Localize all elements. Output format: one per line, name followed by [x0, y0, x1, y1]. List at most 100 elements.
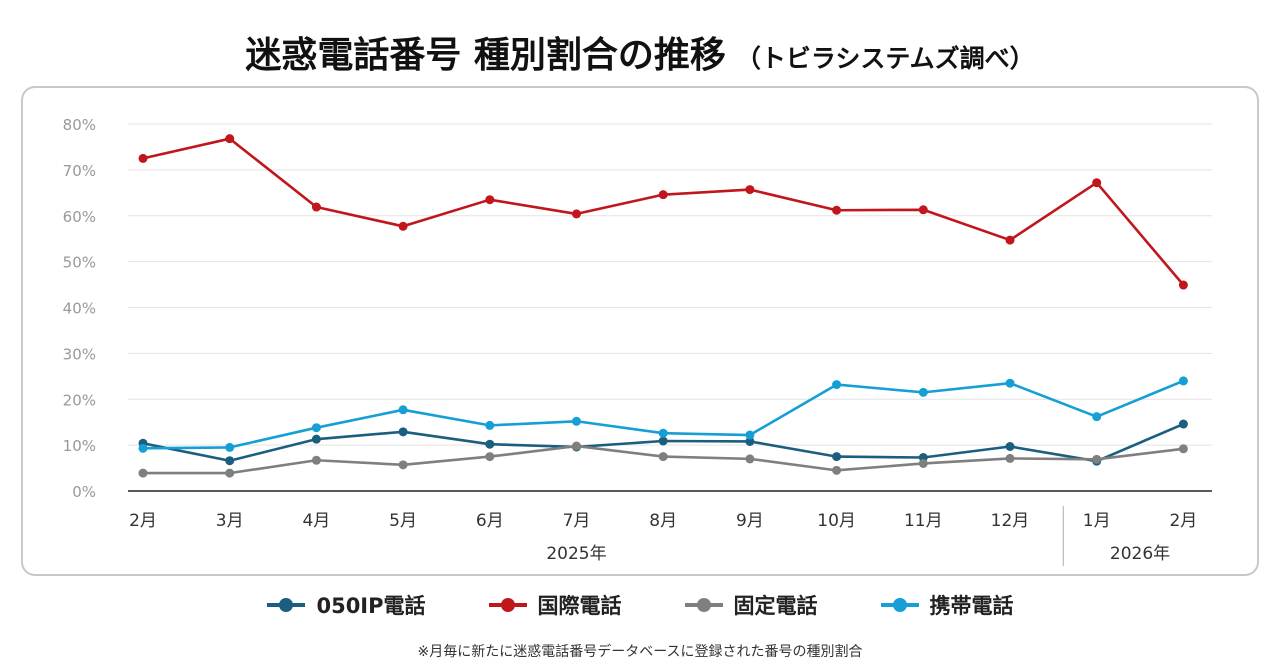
- y-tick-label: 30%: [63, 345, 96, 363]
- data-point: [1178, 419, 1188, 429]
- data-point: [832, 452, 842, 462]
- data-point: [745, 185, 755, 195]
- y-tick-label: 40%: [63, 300, 96, 318]
- x-tick-label: 2月: [129, 511, 157, 531]
- data-point: [658, 436, 668, 446]
- data-point: [225, 442, 235, 452]
- data-point: [485, 195, 495, 205]
- data-point: [918, 205, 928, 215]
- y-tick-label: 20%: [63, 391, 96, 409]
- footnote: ※月毎に新たに迷惑電話番号データベースに登録された番号の種別割合: [417, 644, 863, 660]
- chart-legend: 050IP電話 国際電話 固定電話 携帯電話: [0, 588, 1280, 622]
- x-tick-label: 3月: [216, 511, 244, 531]
- data-point: [138, 153, 148, 163]
- data-point: [745, 436, 755, 446]
- data-point: [918, 387, 928, 397]
- chart-title: 迷惑電話番号 種別割合の推移 （トビラシステムズ調べ）: [0, 26, 1280, 78]
- x-tick-label: 5月: [389, 511, 417, 531]
- year-group-label: 2026年: [1110, 544, 1170, 564]
- legend-label: 050IP電話: [316, 594, 426, 618]
- y-tick-label: 70%: [63, 162, 96, 180]
- x-tick-label: 7月: [563, 511, 591, 531]
- series-携帯電話: [138, 376, 1188, 453]
- data-point: [311, 434, 321, 444]
- data-point: [225, 468, 235, 478]
- legend-item: 固定電話: [684, 590, 818, 620]
- gridlines: [128, 123, 1212, 446]
- legend-swatch-icon: [267, 598, 306, 612]
- series-lines: [138, 134, 1188, 478]
- data-point: [745, 454, 755, 464]
- legend-swatch-icon: [488, 598, 527, 612]
- data-point: [485, 420, 495, 430]
- x-axis-tick-labels: 2月 3月 4月 5月 6月 7月 8月 9月 10月 11月 12月 1月 2月: [129, 511, 1197, 531]
- line-chart: 0% 10% 20% 30% 40% 50% 60% 70% 80% 2月 3月 4月 5月 6月 7月 8…: [63, 116, 1212, 566]
- data-point: [1178, 376, 1188, 386]
- legend-item: 携帯電話: [880, 590, 1014, 620]
- x-tick-label: 6月: [476, 511, 504, 531]
- x-tick-label: 4月: [302, 511, 330, 531]
- data-point: [311, 423, 321, 433]
- y-tick-label: 60%: [63, 208, 96, 226]
- data-point: [1092, 454, 1102, 464]
- legend-item: 050IP電話: [266, 590, 426, 620]
- series-国際電話: [138, 134, 1188, 290]
- chart-frame: [21, 86, 1259, 576]
- data-point: [832, 465, 842, 475]
- data-point: [225, 134, 235, 144]
- series-050IP電話: [138, 419, 1188, 466]
- data-point: [138, 468, 148, 478]
- data-point: [1178, 280, 1188, 290]
- data-point: [138, 443, 148, 453]
- data-point: [658, 452, 668, 462]
- data-point: [745, 430, 755, 440]
- data-point: [572, 416, 581, 426]
- x-tick-label: 12月: [991, 511, 1030, 531]
- x-tick-label: 1月: [1083, 511, 1111, 531]
- x-tick-label: 11月: [904, 511, 943, 531]
- data-point: [485, 452, 495, 462]
- data-point: [572, 209, 581, 219]
- data-point: [1005, 453, 1015, 463]
- data-point: [1092, 178, 1102, 188]
- data-point: [658, 428, 668, 438]
- legend-swatch-icon: [684, 598, 723, 612]
- y-tick-label: 0%: [72, 483, 96, 501]
- year-group-labels: 2025年 2026年: [546, 506, 1170, 566]
- data-point: [832, 205, 842, 215]
- data-point: [918, 458, 928, 468]
- y-tick-label: 10%: [63, 437, 96, 455]
- series-固定電話: [138, 441, 1188, 478]
- x-tick-label: 10月: [817, 511, 856, 531]
- y-tick-label: 50%: [63, 254, 96, 272]
- data-point: [1005, 442, 1015, 452]
- data-point: [1005, 235, 1015, 245]
- data-point: [1005, 378, 1015, 388]
- data-point: [398, 405, 408, 415]
- legend-label: 固定電話: [733, 594, 818, 618]
- y-axis-tick-labels: 0% 10% 20% 30% 40% 50% 60% 70% 80%: [63, 116, 96, 501]
- data-point: [398, 221, 408, 231]
- legend-label: 国際電話: [537, 594, 622, 618]
- x-tick-label: 9月: [736, 511, 764, 531]
- series-line: [142, 137, 1185, 286]
- data-point: [398, 427, 408, 437]
- x-tick-label: 2月: [1169, 511, 1197, 531]
- data-point: [572, 441, 581, 451]
- legend-swatch-icon: [880, 598, 919, 612]
- x-tick-label: 8月: [649, 511, 677, 531]
- data-point: [225, 456, 235, 466]
- chart-title-text: 迷惑電話番号 種別割合の推移: [245, 35, 726, 76]
- data-point: [398, 460, 408, 470]
- data-point: [1092, 412, 1102, 422]
- legend-item: 国際電話: [488, 590, 622, 620]
- data-point: [485, 439, 495, 449]
- data-point: [832, 380, 842, 390]
- data-point: [1178, 444, 1188, 454]
- data-point: [658, 190, 668, 200]
- data-point: [311, 202, 321, 212]
- data-point: [311, 455, 321, 465]
- chart-subtitle: （トビラシステムズ調べ）: [735, 44, 1035, 73]
- y-tick-label: 80%: [63, 116, 96, 134]
- legend-label: 携帯電話: [929, 594, 1014, 618]
